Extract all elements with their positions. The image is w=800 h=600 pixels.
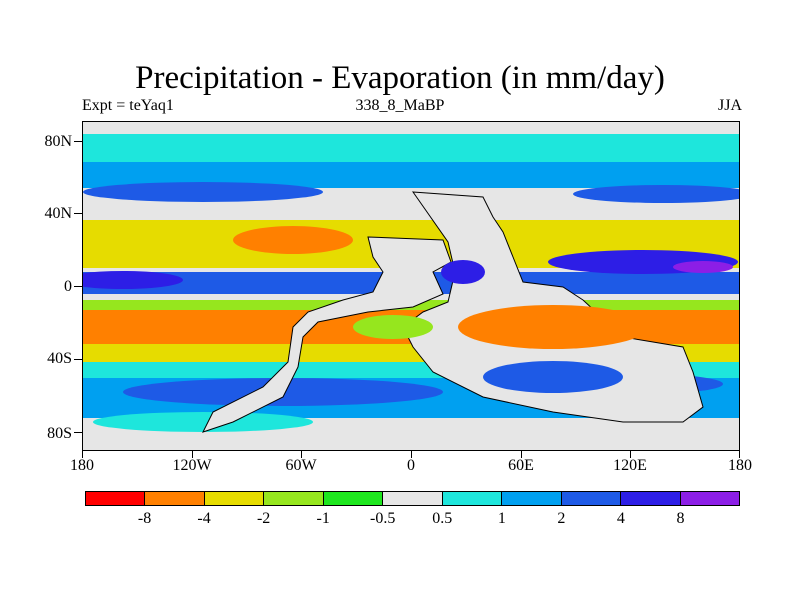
colorbar-box xyxy=(204,492,265,505)
storm-track-north-east xyxy=(573,185,739,203)
colorbar-label: -0.5 xyxy=(370,510,396,527)
colorbar-box xyxy=(383,492,443,505)
lon-tick-180e: 180 xyxy=(728,457,752,474)
lon-tick-120w: 120W xyxy=(172,457,212,474)
colorbar-label: 2 xyxy=(557,510,566,527)
lon-tickmark xyxy=(411,451,412,458)
colorbar-box xyxy=(86,492,146,505)
lat-tick-0: 0 xyxy=(64,278,72,295)
colorbar-box xyxy=(680,492,739,505)
lon-tickmark xyxy=(82,451,83,458)
plot-title: Precipitation - Evaporation (in mm/day) xyxy=(135,60,665,96)
colorbar-label: -2 xyxy=(256,510,271,527)
lat-tickmark xyxy=(74,432,82,433)
colorbar-box xyxy=(323,492,384,505)
lon-tick-0: 0 xyxy=(407,457,415,474)
storm-track-north xyxy=(83,182,323,202)
itcz-peak xyxy=(673,261,733,273)
colorbar-label: -1 xyxy=(316,510,330,527)
lon-tickmark xyxy=(630,451,631,458)
colorbar-box xyxy=(264,492,324,505)
cyan-patch-south-pole xyxy=(93,412,313,432)
colorbar-label: -8 xyxy=(137,510,152,527)
colorbar-box xyxy=(621,492,681,505)
colorbar-label: 1 xyxy=(497,510,506,527)
orange-patch-north xyxy=(233,226,353,254)
land-wet-zone xyxy=(483,361,623,393)
colorbar-box xyxy=(561,492,622,505)
lat-tick-80n: 80N xyxy=(44,133,72,150)
lon-tickmark xyxy=(739,451,740,458)
colorbar-label: 4 xyxy=(616,510,625,527)
lat-tickmark xyxy=(74,359,82,360)
land-green-zone xyxy=(353,315,433,339)
lon-tickmark xyxy=(521,451,522,458)
lat-tickmark xyxy=(74,213,82,214)
colorbar-box xyxy=(442,492,503,505)
lon-tick-60e: 60E xyxy=(508,457,534,474)
lat-tick-40n: 40N xyxy=(44,205,72,222)
lat-tickmark xyxy=(74,141,82,142)
season-label: JJA xyxy=(717,97,742,114)
colorbar-box xyxy=(502,492,562,505)
lat-tick-40s: 40S xyxy=(47,350,72,367)
colorbar-label: -4 xyxy=(197,510,211,527)
land-wet-north xyxy=(441,260,485,284)
lon-tickmark xyxy=(301,451,302,458)
colorbar-label: 0.5 xyxy=(432,510,453,527)
experiment-label: Expt = teYaq1 xyxy=(82,97,174,114)
lon-tickmark xyxy=(192,451,193,458)
itcz-core-west xyxy=(83,271,183,289)
precip-evap-field xyxy=(83,122,739,450)
lat-tick-80s: 80S xyxy=(47,425,72,442)
lon-tick-180w: 180 xyxy=(70,457,94,474)
colorbar-label: 8 xyxy=(676,510,685,527)
lon-tick-120e: 120E xyxy=(613,457,647,474)
period-label: 338_8_MaBP xyxy=(355,97,445,114)
lat-tickmark xyxy=(74,286,82,287)
map-plot-area xyxy=(82,121,740,451)
colorbar xyxy=(85,491,740,506)
lon-tick-60w: 60W xyxy=(285,457,317,474)
colorbar-box xyxy=(145,492,205,505)
land-dry-zone xyxy=(458,305,648,349)
